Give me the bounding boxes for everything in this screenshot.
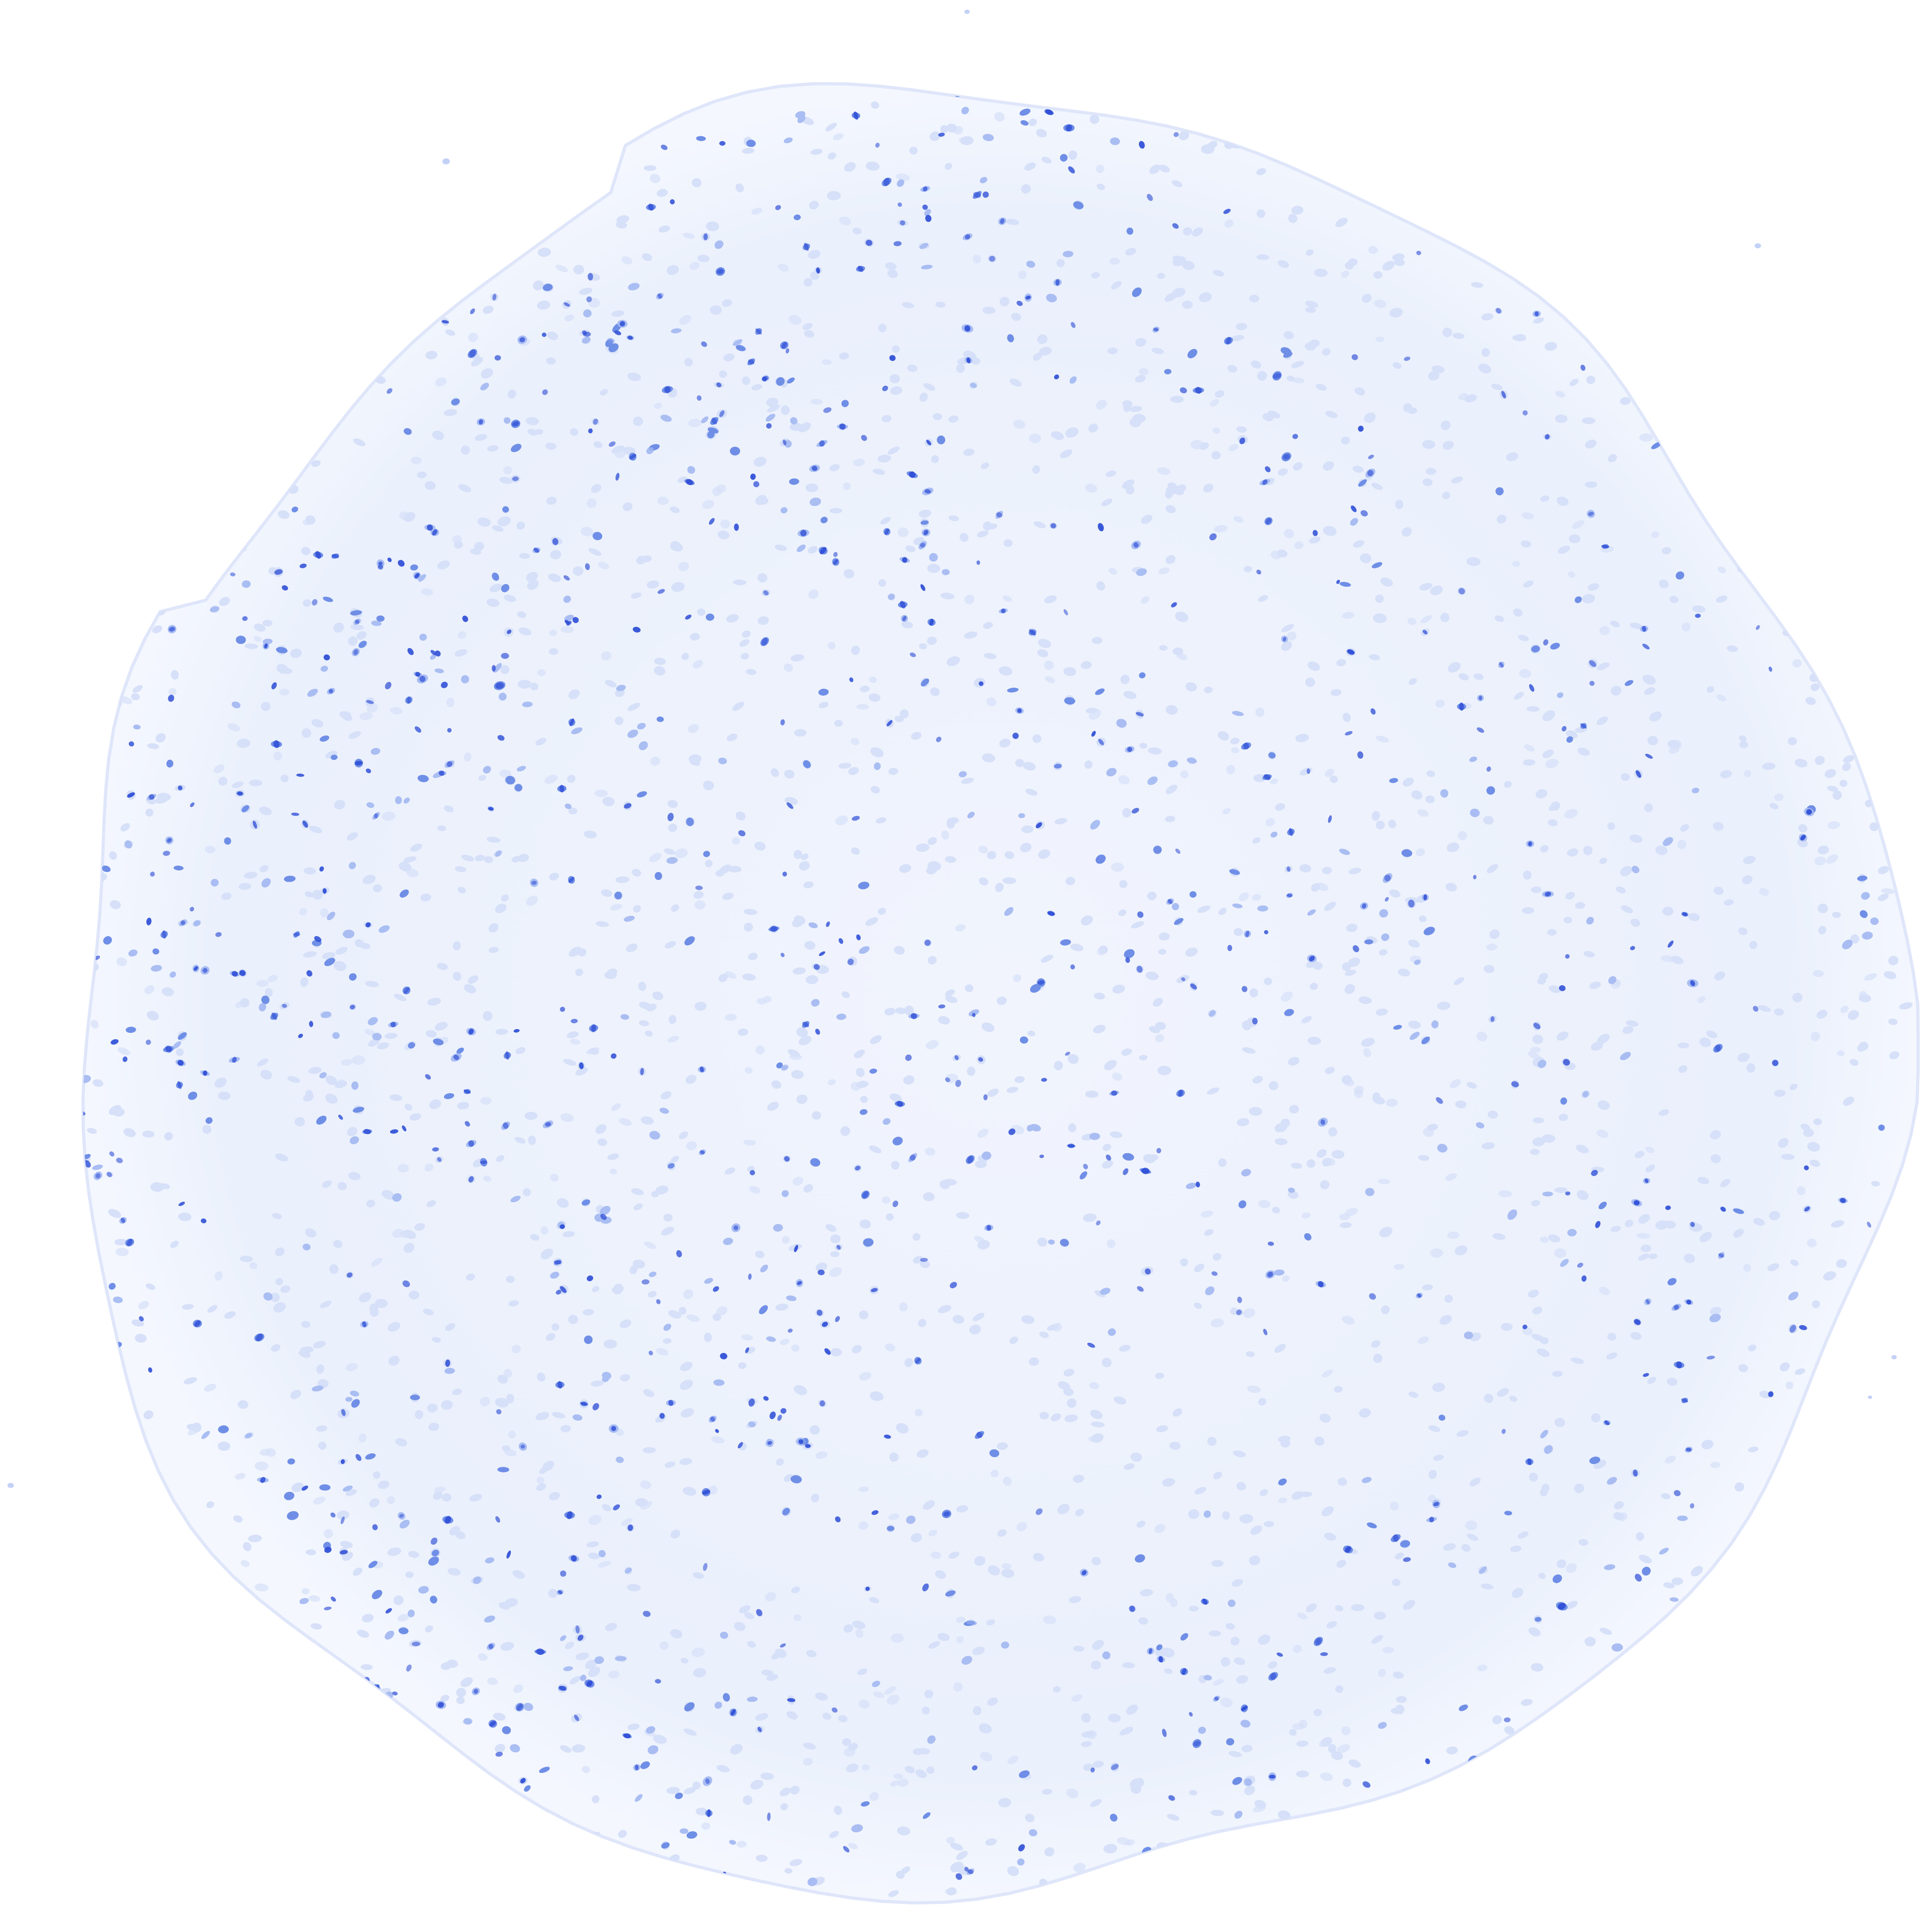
cell-nucleus xyxy=(447,698,455,707)
cell-nucleus xyxy=(1639,433,1653,441)
cell-nucleus xyxy=(898,527,909,537)
cell-nucleus xyxy=(411,457,422,464)
cell-nucleus xyxy=(1029,434,1041,443)
